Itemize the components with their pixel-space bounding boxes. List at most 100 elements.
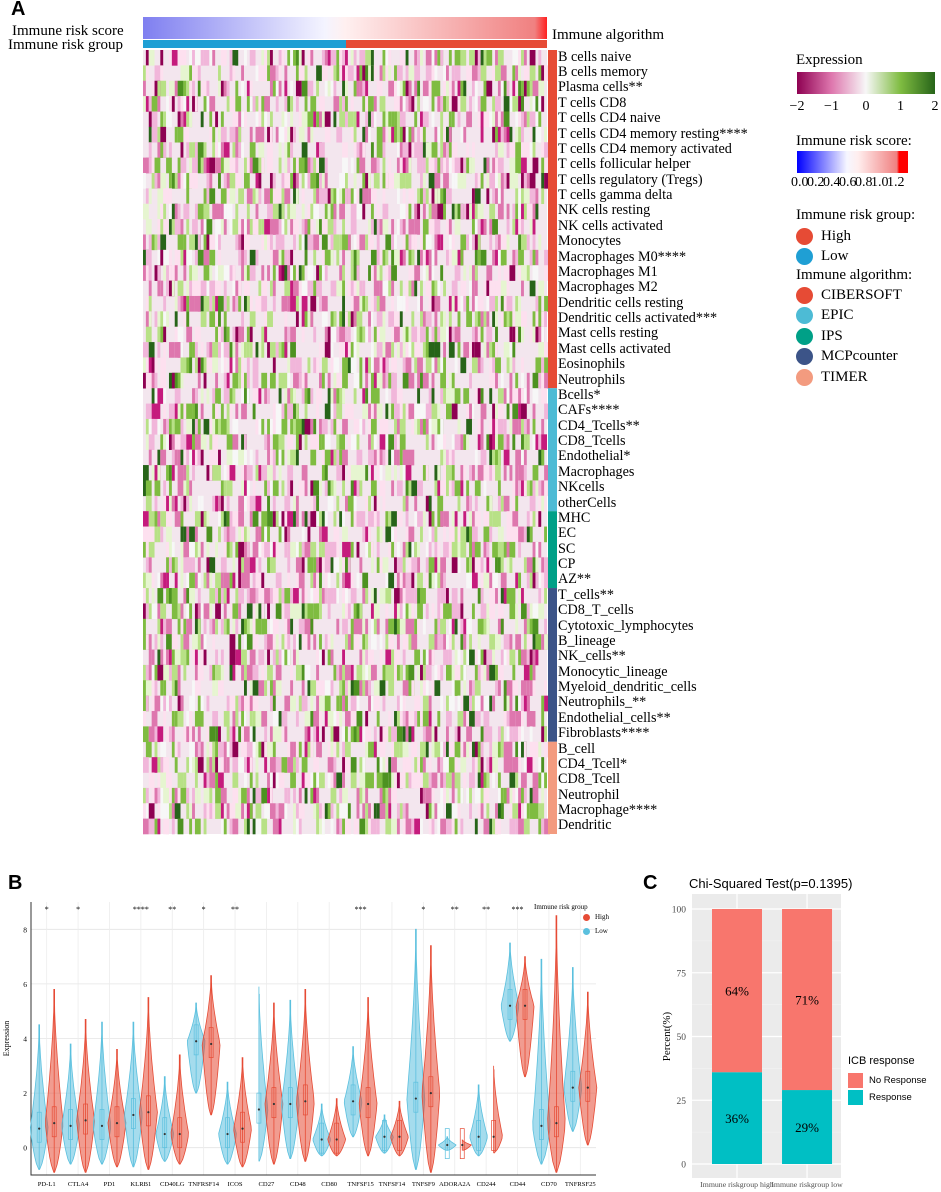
- heatmap-cell: [428, 172, 435, 189]
- heatmap-cell: [143, 172, 146, 189]
- heatmap-cell: [166, 465, 169, 481]
- heatmap-cell: [362, 634, 366, 650]
- heatmap-cell: [284, 326, 288, 343]
- heatmap-cell: [518, 818, 524, 835]
- heatmap-cell: [420, 787, 423, 804]
- heatmap-cell: [215, 111, 219, 128]
- heatmap-cell: [258, 557, 262, 573]
- heatmap-cell: [163, 695, 167, 712]
- heatmap-cell: [414, 50, 418, 66]
- heatmap-cell: [385, 588, 392, 604]
- heatmap-cell: [495, 96, 501, 112]
- heatmap-cell: [373, 172, 380, 189]
- heatmap-cell: [443, 741, 446, 758]
- heatmap-cell: [272, 449, 276, 466]
- heatmap-cell: [168, 695, 172, 712]
- heatmap-cell: [463, 126, 467, 143]
- heatmap-cell: [226, 803, 230, 819]
- heatmap-cell: [356, 203, 363, 220]
- heatmap-cell: [394, 603, 400, 620]
- heatmap-cell: [368, 265, 371, 281]
- heatmap-cell: [474, 757, 478, 773]
- heatmap-cell: [157, 465, 161, 481]
- heatmap-cell: [336, 280, 343, 297]
- heatmap-cell: [200, 357, 207, 374]
- heatmap-cell: [474, 480, 481, 497]
- heatmap-cell: [157, 265, 161, 281]
- heatmap-cell: [373, 680, 380, 696]
- heatmap-cell: [405, 603, 409, 620]
- heatmap-cell: [495, 372, 498, 389]
- heatmap-cell: [529, 126, 533, 143]
- heatmap-cell: [209, 172, 213, 189]
- heatmap-cell: [249, 726, 256, 743]
- heatmap-cell: [365, 495, 369, 512]
- heatmap-cell: [319, 649, 322, 666]
- heatmap-cell: [431, 265, 435, 281]
- heatmap-cell: [197, 726, 201, 743]
- heatmap-cell: [206, 80, 210, 97]
- heatmap-cell: [500, 557, 504, 573]
- heatmap-cell: [180, 111, 184, 128]
- heatmap-cell: [417, 618, 421, 635]
- heatmap-cell: [420, 372, 423, 389]
- heatmap-cell: [370, 65, 374, 82]
- heatmap-cell: [241, 664, 244, 681]
- heatmap-cell: [154, 818, 158, 835]
- heatmap-cell: [480, 111, 484, 128]
- heatmap-cell: [215, 449, 219, 466]
- heatmap-cell: [272, 295, 276, 312]
- heatmap-cell: [281, 449, 285, 466]
- heatmap-cell: [160, 434, 164, 450]
- heatmap-cell: [310, 96, 317, 112]
- heatmap-cell: [509, 649, 516, 666]
- heatmap-cell: [414, 280, 418, 297]
- heatmap-cell: [333, 188, 337, 205]
- heatmap-cell: [192, 219, 198, 235]
- heatmap-cell: [284, 188, 291, 205]
- score-tick: 1.0: [871, 175, 889, 190]
- heatmap-cell: [229, 634, 236, 650]
- violin-low: [343, 1046, 363, 1138]
- heatmap-cell: [477, 741, 481, 758]
- heatmap-cell: [177, 449, 181, 466]
- heatmap-cell: [319, 142, 325, 158]
- heatmap-cell: [497, 434, 504, 450]
- heatmap-cell: [503, 588, 507, 604]
- heatmap-cell: [422, 265, 426, 281]
- heatmap-cell: [293, 741, 296, 758]
- heatmap-cell: [235, 588, 242, 604]
- heatmap-cell: [261, 342, 265, 358]
- heatmap-cell: [457, 111, 461, 128]
- heatmap-cell: [446, 772, 452, 789]
- heatmap-cell: [515, 203, 519, 220]
- heatmap-cell: [290, 618, 294, 635]
- heatmap-cell: [157, 418, 161, 435]
- heatmap-cell: [209, 111, 213, 128]
- heatmap-cell: [359, 480, 363, 497]
- heatmap-cell: [368, 234, 374, 251]
- heatmap-cell: [495, 188, 498, 205]
- heatmap-cell: [425, 680, 429, 696]
- heatmap-cell: [246, 526, 250, 543]
- heatmap-cell: [420, 157, 423, 174]
- heatmap-cell: [469, 311, 472, 328]
- heatmap-cell: [509, 372, 513, 389]
- heatmap-cell: [200, 219, 207, 235]
- heatmap-cell: [526, 172, 530, 189]
- heatmap-cell: [186, 326, 193, 343]
- heatmap-cell: [244, 50, 247, 66]
- heatmap-cell: [145, 50, 149, 66]
- heatmap-cell: [241, 357, 244, 374]
- heatmap-cell: [362, 280, 366, 297]
- heatmap-cell: [272, 772, 276, 789]
- heatmap-cell: [220, 557, 227, 573]
- heatmap-cell: [215, 680, 219, 696]
- heatmap-cell: [333, 418, 337, 435]
- heatmap-cell: [281, 588, 285, 604]
- heatmap-cell: [267, 388, 270, 404]
- heatmap-cell: [541, 711, 545, 727]
- heatmap-cell: [512, 526, 519, 543]
- heatmap-cell: [154, 172, 158, 189]
- heatmap-cell: [434, 557, 438, 573]
